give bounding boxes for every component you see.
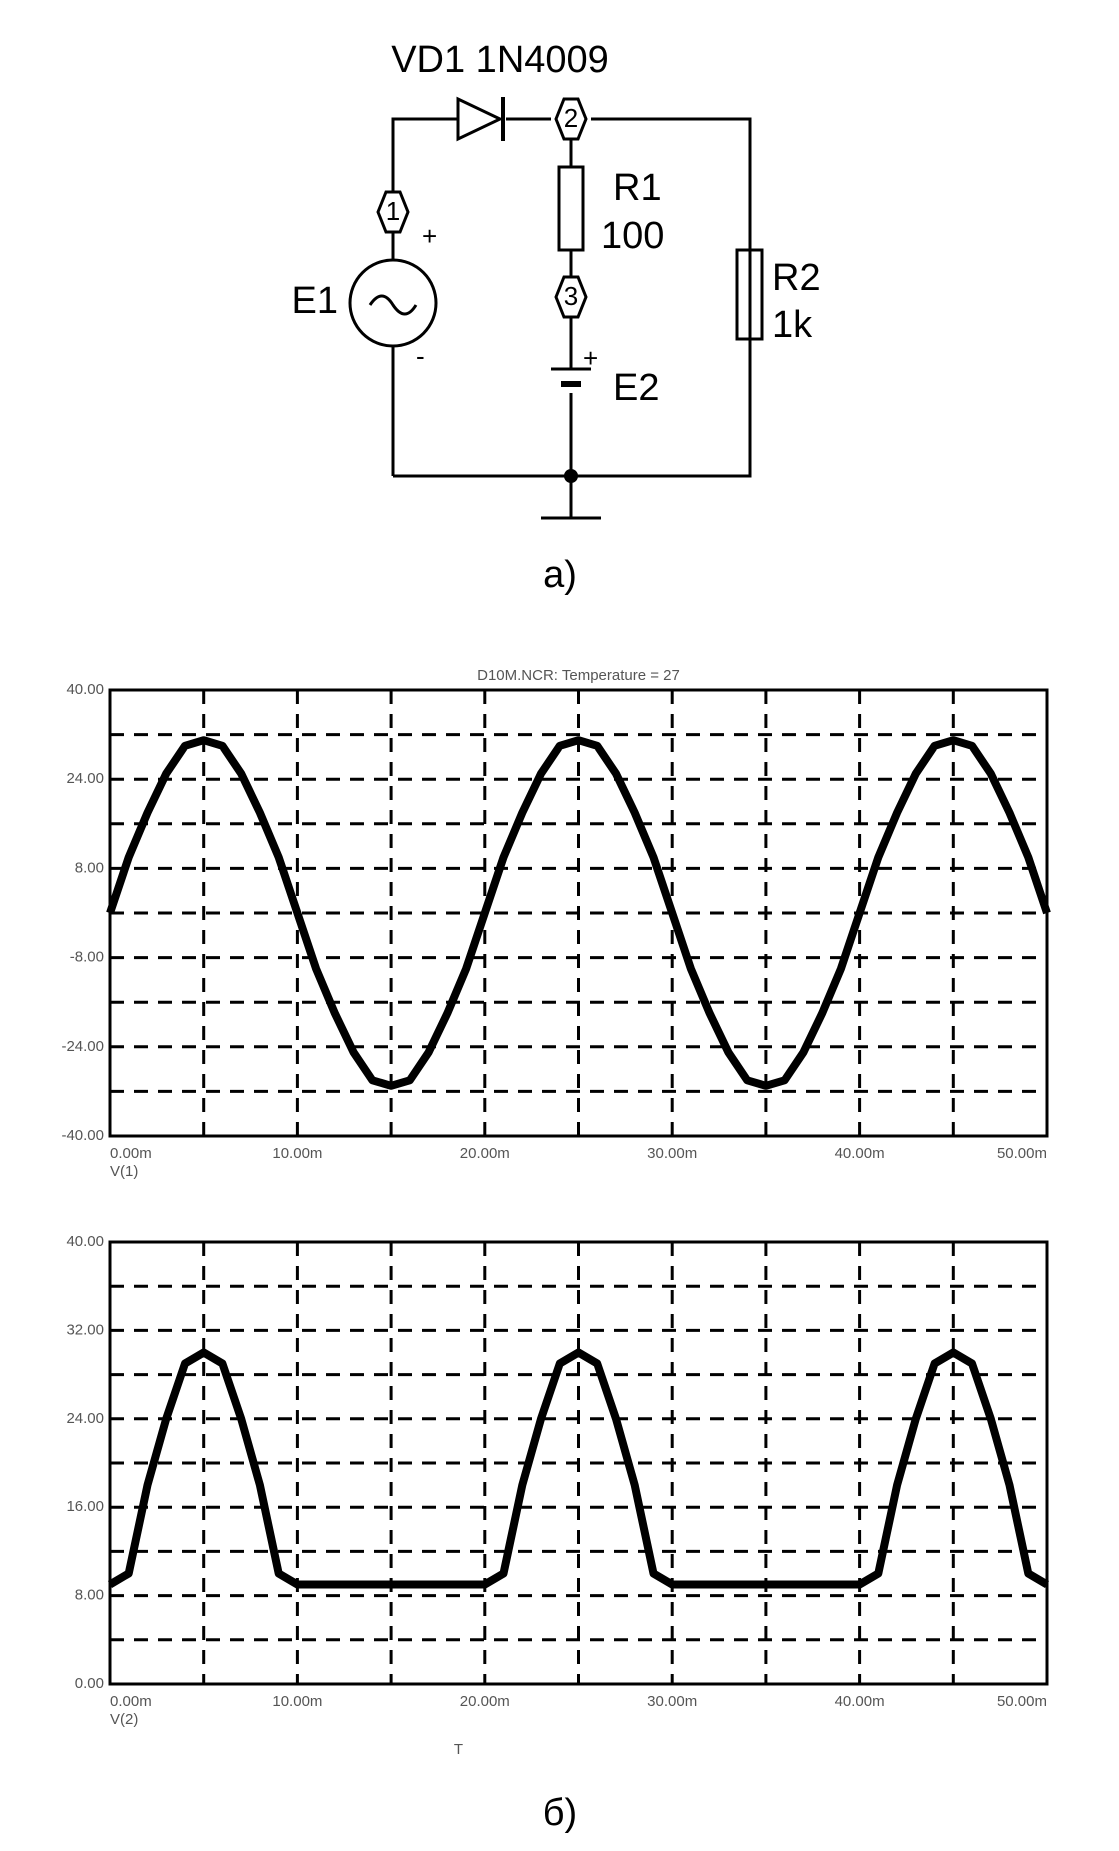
- r2-name: R2: [772, 257, 821, 299]
- y-tick-label: 8.00: [75, 859, 104, 876]
- node-markers: [376, 97, 588, 319]
- x-tick-label: 30.00m: [647, 1145, 697, 1162]
- y-tick-label: 8.00: [75, 1587, 104, 1604]
- y-tick-label: 16.00: [66, 1498, 104, 1515]
- junction: [564, 469, 578, 483]
- y-tick-label: 24.00: [66, 770, 104, 787]
- y-tick-label: 24.00: [66, 1410, 104, 1427]
- resistor-r2: [735, 248, 764, 341]
- polarity: -: [416, 341, 425, 371]
- x-tick-label: 20.00m: [460, 1145, 510, 1162]
- y-tick-label: -8.00: [70, 949, 104, 966]
- diode: [456, 96, 504, 142]
- source-e1: [348, 258, 438, 348]
- x-tick-label: 0.00m: [110, 1693, 152, 1710]
- resistor-r1: [557, 165, 585, 252]
- x-tick-label: 40.00m: [835, 1145, 885, 1162]
- polarity: +: [422, 221, 437, 251]
- r2-value: 1k: [772, 304, 813, 346]
- x-tick-label: 30.00m: [647, 1693, 697, 1710]
- r1-name: R1: [613, 167, 662, 209]
- e2-label: E2: [613, 367, 659, 409]
- trace-label: V(2): [110, 1711, 138, 1728]
- y-tick-label: 40.00: [66, 1233, 104, 1250]
- chart-title: D10M.NCR: Temperature = 27: [477, 667, 680, 684]
- diode-label: VD1 1N4009: [391, 39, 609, 81]
- x-tick-label: 50.00m: [997, 1145, 1047, 1162]
- y-tick-label: -24.00: [61, 1038, 104, 1055]
- node-label: 3: [564, 281, 578, 311]
- node-label: 1: [386, 196, 400, 226]
- y-tick-label: 0.00: [75, 1675, 104, 1692]
- r1-value: 100: [601, 215, 664, 257]
- y-tick-label: 40.00: [66, 681, 104, 698]
- line-series: [107, 1348, 1050, 1589]
- polarity: +: [583, 343, 598, 373]
- y-tick-label: 32.00: [66, 1321, 104, 1338]
- x-axis-label: T: [454, 1741, 463, 1758]
- x-tick-label: 10.00m: [272, 1145, 322, 1162]
- e1-label: E1: [292, 280, 338, 322]
- caption: a): [543, 554, 577, 596]
- x-tick-label: 20.00m: [460, 1693, 510, 1710]
- x-tick-label: 50.00m: [997, 1693, 1047, 1710]
- trace-label: V(1): [110, 1163, 138, 1180]
- line-series: [106, 736, 1051, 1090]
- source-symbol: [368, 294, 418, 316]
- x-tick-label: 0.00m: [110, 1145, 152, 1162]
- circuit: VD1 1N4009 1 2 3 E1 + - R1 100 R2 1k + E…: [292, 39, 821, 596]
- y-tick-label: -40.00: [61, 1127, 104, 1144]
- node-label: 2: [564, 103, 578, 133]
- x-tick-label: 40.00m: [835, 1693, 885, 1710]
- caption: б): [543, 1792, 577, 1834]
- x-tick-label: 10.00m: [272, 1693, 322, 1710]
